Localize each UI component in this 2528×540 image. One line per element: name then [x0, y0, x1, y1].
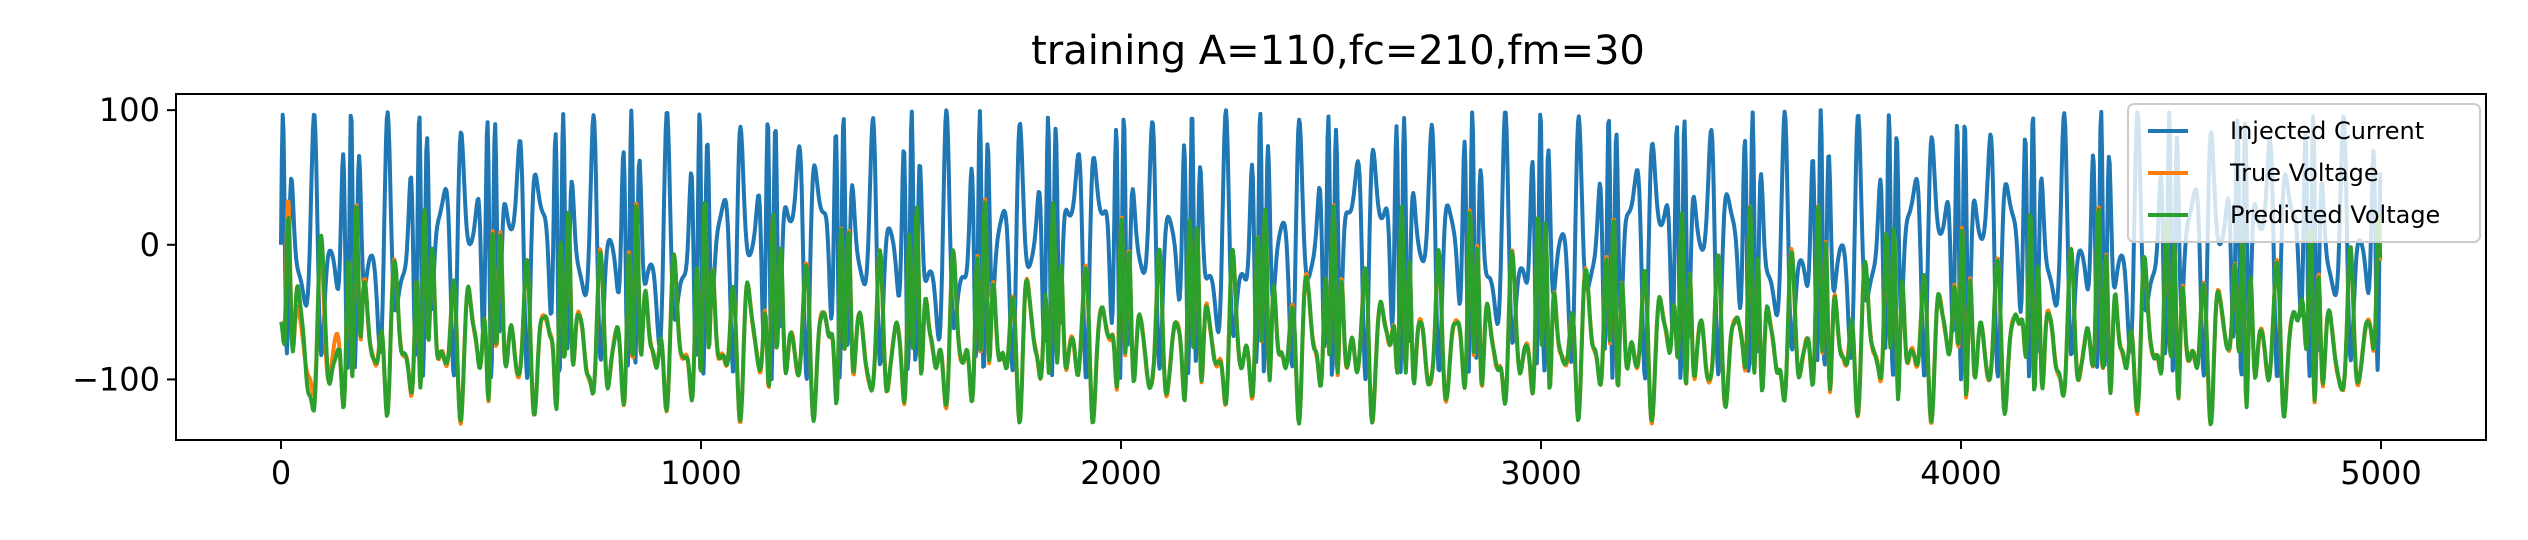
x-tick-label: 2000 [1080, 454, 1161, 492]
x-tick-label: 1000 [660, 454, 741, 492]
y-tick-label: −100 [72, 360, 160, 398]
x-tick-label: 3000 [1500, 454, 1581, 492]
x-tick-label: 0 [271, 454, 291, 492]
x-tick-label: 5000 [2340, 454, 2421, 492]
y-tick-label: 100 [99, 91, 160, 129]
y-tick-label: 0 [140, 226, 160, 264]
x-axis: 0 1000 2000 3000 4000 5000 [271, 440, 2422, 492]
legend-box [2127, 103, 2481, 243]
series-line-predicted-voltage [279, 200, 2383, 427]
legend: Injected Current True Voltage Predicted … [2127, 103, 2481, 243]
legend-label-injected-current: Injected Current [2230, 117, 2424, 145]
x-tick-label: 4000 [1920, 454, 2001, 492]
series-layer [279, 108, 2383, 427]
y-axis: 100 0 −100 [72, 91, 176, 398]
plot-frame [175, 93, 2487, 441]
legend-label-true-voltage: True Voltage [2229, 159, 2379, 187]
chart-title: training A=110,fc=210,fm=30 [1031, 28, 1645, 74]
legend-label-predicted-voltage: Predicted Voltage [2230, 201, 2440, 229]
